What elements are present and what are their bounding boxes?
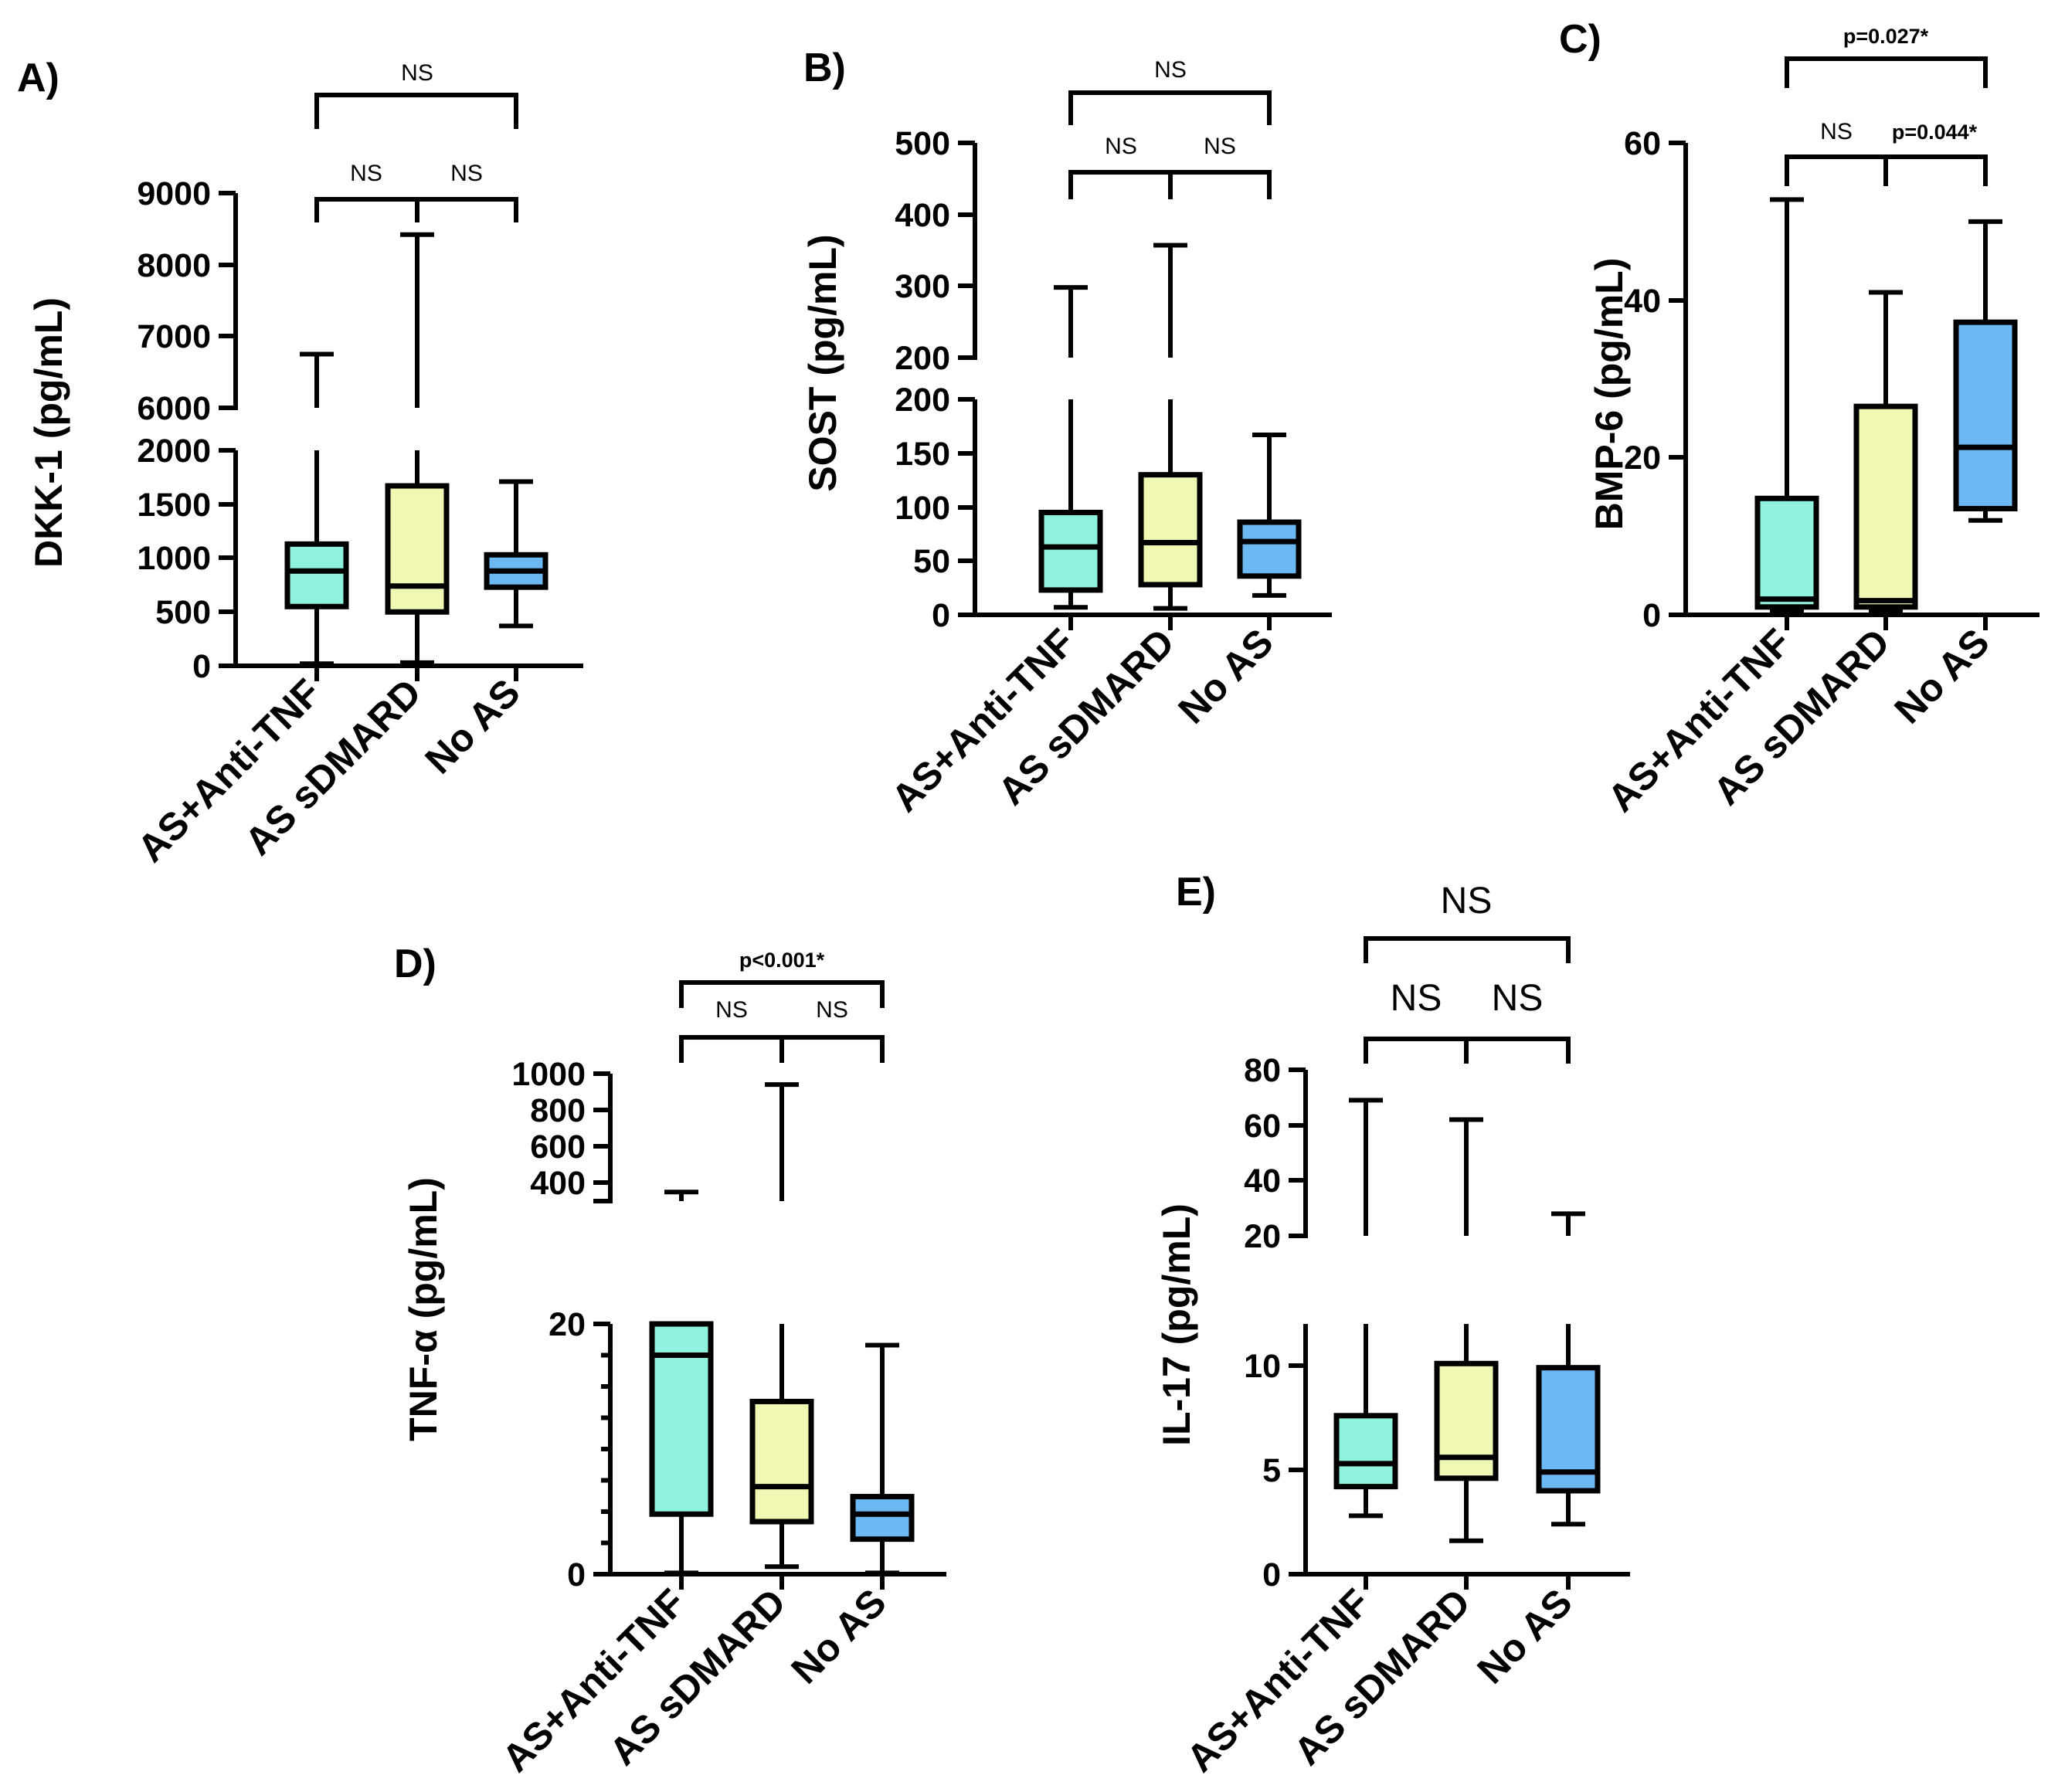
panel-c-bracket-outer (1785, 56, 1988, 88)
panel-b-y-tick-label: 300 (895, 268, 950, 305)
panel-c-comparison-label: p=0.044* (1892, 120, 1978, 144)
panel-b-bracket-outer (1068, 90, 1272, 125)
panel-a-y-tick-label: 6000 (137, 390, 211, 427)
panel-d-y-tick-label: 600 (530, 1128, 586, 1166)
panel-d-box-3 (850, 1494, 915, 1543)
panel-e-label: E) (1176, 870, 1216, 915)
panel-e-y-tick-label: 5 (1262, 1452, 1281, 1489)
panel-b-y-tick-label: 0 (932, 597, 950, 634)
panel-e-y-axis-label: IL-17 (pg/mL) (1155, 1203, 1198, 1446)
panel-d-comparison-label: NS (816, 997, 848, 1023)
panel-e-box-1 (1333, 1413, 1398, 1490)
panel-a-y-tick-label: 0 (192, 648, 211, 685)
panel-b-y-tick-label: 100 (895, 490, 950, 527)
panel-a-y-tick-label: 8000 (137, 247, 211, 284)
panel-a-y-tick-label: 9000 (137, 175, 211, 212)
panel-d-box-1 (649, 1321, 714, 1517)
panel-c-y-tick-label: 0 (1642, 597, 1661, 634)
panel-d-box-2 (749, 1398, 814, 1525)
panel-b-y-tick-label: 500 (895, 125, 950, 162)
panel-e-y-tick-label: 60 (1244, 1108, 1281, 1145)
panel-c-y-tick-label: 60 (1624, 125, 1661, 162)
panel-d-y-tick-label: 1000 (511, 1056, 586, 1093)
panel-c-comparison-label: NS (1820, 119, 1853, 144)
panel-c-box-3 (1953, 319, 2018, 512)
panel-c-y-tick-label: 20 (1624, 440, 1661, 477)
panel-a-box-1 (284, 541, 349, 609)
panel-b-box-1 (1038, 509, 1103, 593)
panel-c-box-1 (1754, 495, 1819, 610)
panel-b-box-2 (1138, 472, 1203, 588)
panel-a-y-tick-label: 1000 (137, 540, 211, 577)
panel-e-y-tick-label: 40 (1244, 1162, 1281, 1200)
panel-a-y-tick-label: 7000 (137, 318, 211, 355)
panel-b-y-axis-label: SOST (pg/mL) (801, 234, 844, 491)
panel-d-bracket-adjacent (679, 1035, 885, 1063)
panel-a-y-tick-label: 2000 (137, 433, 211, 470)
panel-e-y-tick-label: 0 (1262, 1556, 1281, 1593)
panel-a-comparison-label: NS (450, 161, 483, 186)
panel-e-comparison-label: NS (1391, 978, 1442, 1019)
panel-c-comparison-label: p=0.027* (1843, 25, 1929, 48)
panel-b-box-3 (1237, 519, 1302, 579)
panel-b-comparison-label: NS (1154, 57, 1187, 83)
panel-e-bracket-outer (1364, 936, 1571, 963)
panel-a-y-axis-label: DKK-1 (pg/mL) (27, 297, 70, 568)
panel-c-box-2 (1853, 403, 1918, 610)
panel-b-bracket-adjacent (1068, 170, 1272, 199)
panel-d-bracket-outer (679, 980, 885, 1008)
panel-b-y-tick-label: 200 (895, 340, 950, 377)
panel-e-y-tick-label: 10 (1244, 1348, 1281, 1385)
panel-b-comparison-label: NS (1105, 134, 1137, 159)
panel-c-label: C) (1559, 17, 1601, 62)
panel-e-box-2 (1434, 1360, 1499, 1481)
panel-e-bracket-adjacent (1364, 1037, 1571, 1064)
panel-d-y-tick-label: 400 (530, 1165, 586, 1202)
panel-d-label: D) (394, 942, 436, 986)
panel-c-bracket-adjacent (1785, 154, 1988, 186)
panel-d-comparison-label: NS (715, 997, 748, 1023)
panel-a-bracket-adjacent (314, 197, 518, 222)
panel-b-y-tick-label: 200 (895, 382, 950, 419)
panel-e-comparison-label: NS (1492, 978, 1544, 1019)
panel-e-comparison-label: NS (1441, 881, 1493, 921)
panel-b-comparison-label: NS (1204, 134, 1236, 159)
panel-d-comparison-label: p<0.001* (739, 949, 825, 972)
panel-a-comparison-label: NS (401, 60, 433, 86)
panel-d-y-tick-label: 800 (530, 1092, 586, 1129)
panel-a-y-tick-label: 500 (155, 594, 211, 631)
panel-b-y-tick-label: 400 (895, 197, 950, 234)
panel-b-y-tick-label: 150 (895, 436, 950, 473)
panel-d-y-tick-label: 0 (567, 1556, 586, 1593)
panel-a-box-2 (385, 483, 450, 615)
panel-a-comparison-label: NS (350, 161, 382, 186)
panel-c-y-axis-label: BMP-6 (pg/mL) (1588, 258, 1631, 531)
panel-b-y-tick-label: 50 (913, 543, 950, 580)
panel-a-label: A) (17, 56, 59, 100)
panel-d-y-axis-label: TNF-α (pg/mL) (402, 1177, 445, 1441)
panel-a-bracket-outer (314, 93, 518, 129)
panel-d-y-tick-label: 20 (549, 1306, 586, 1343)
panel-b-label: B) (803, 46, 846, 90)
panel-c-y-tick-label: 40 (1624, 283, 1661, 320)
panel-e-y-tick-label: 20 (1244, 1218, 1281, 1255)
panel-a-y-tick-label: 1500 (137, 487, 211, 524)
panel-e-y-tick-label: 80 (1244, 1052, 1281, 1089)
